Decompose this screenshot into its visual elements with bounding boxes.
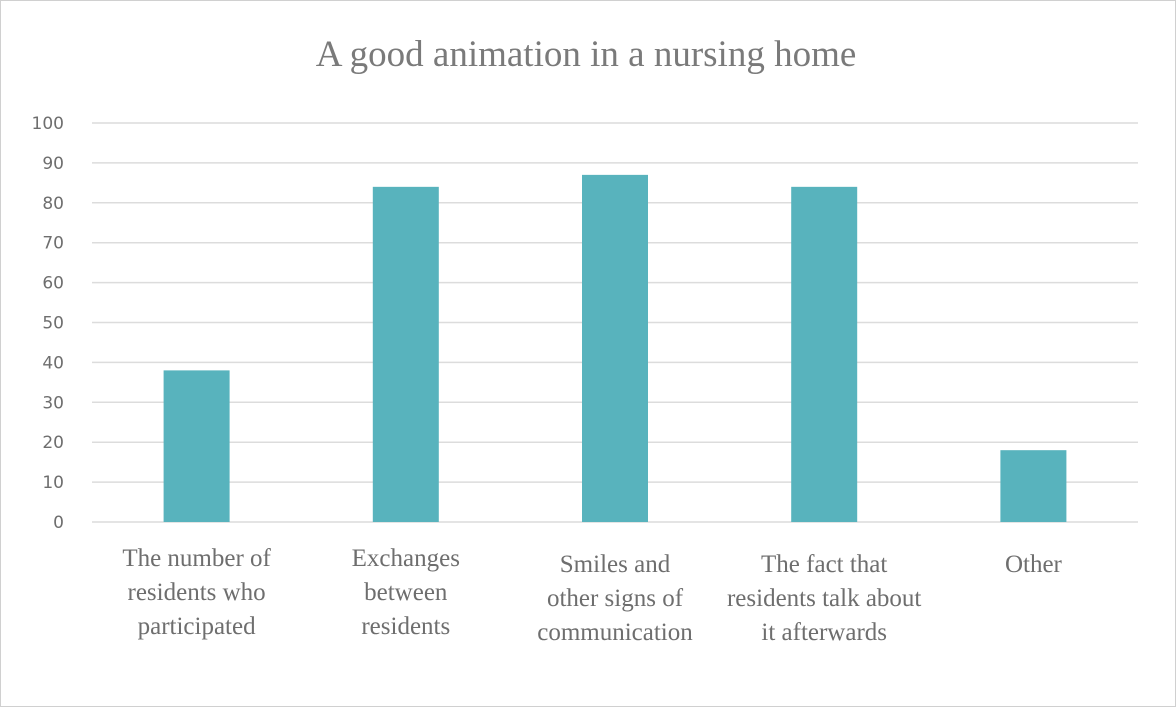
y-tick-label: 0 <box>53 513 64 533</box>
x-category-label: Other <box>1005 551 1063 578</box>
bar <box>1000 450 1067 522</box>
x-category-label: Exchanges <box>352 545 460 572</box>
chart-title: A good animation in a nursing home <box>316 34 857 75</box>
y-tick-label: 80 <box>42 194 64 214</box>
x-category-label: communication <box>537 619 693 646</box>
y-tick-label: 100 <box>32 114 64 134</box>
x-category-label: participated <box>138 613 256 640</box>
x-axis-category-labels: The number of residents who participated Ex… <box>122 545 1062 646</box>
x-category-label: Smiles and <box>560 551 671 578</box>
x-category-label: other signs of <box>547 585 684 612</box>
y-tick-label: 50 <box>42 314 64 334</box>
x-category-label: residents who <box>128 579 266 606</box>
y-axis-tick-labels: 0 10 20 30 40 50 60 70 80 90 100 <box>32 114 64 533</box>
x-category-label: residents <box>361 613 450 640</box>
bar <box>372 186 439 522</box>
y-tick-label: 90 <box>42 154 64 174</box>
y-tick-label: 10 <box>42 473 64 493</box>
y-tick-label: 30 <box>42 393 64 413</box>
x-category-label: The number of <box>122 545 271 572</box>
y-tick-label: 40 <box>42 353 64 373</box>
y-tick-label: 60 <box>42 274 64 294</box>
bar <box>791 186 858 522</box>
bars <box>163 174 1067 522</box>
bar <box>163 370 230 522</box>
y-tick-label: 70 <box>42 234 64 254</box>
x-category-label: The fact that <box>761 551 887 578</box>
bar <box>582 174 648 522</box>
x-category-label: it afterwards <box>761 619 887 646</box>
x-category-label: between <box>364 579 448 606</box>
y-tick-label: 20 <box>42 433 64 453</box>
x-category-label: residents talk about <box>727 585 921 612</box>
